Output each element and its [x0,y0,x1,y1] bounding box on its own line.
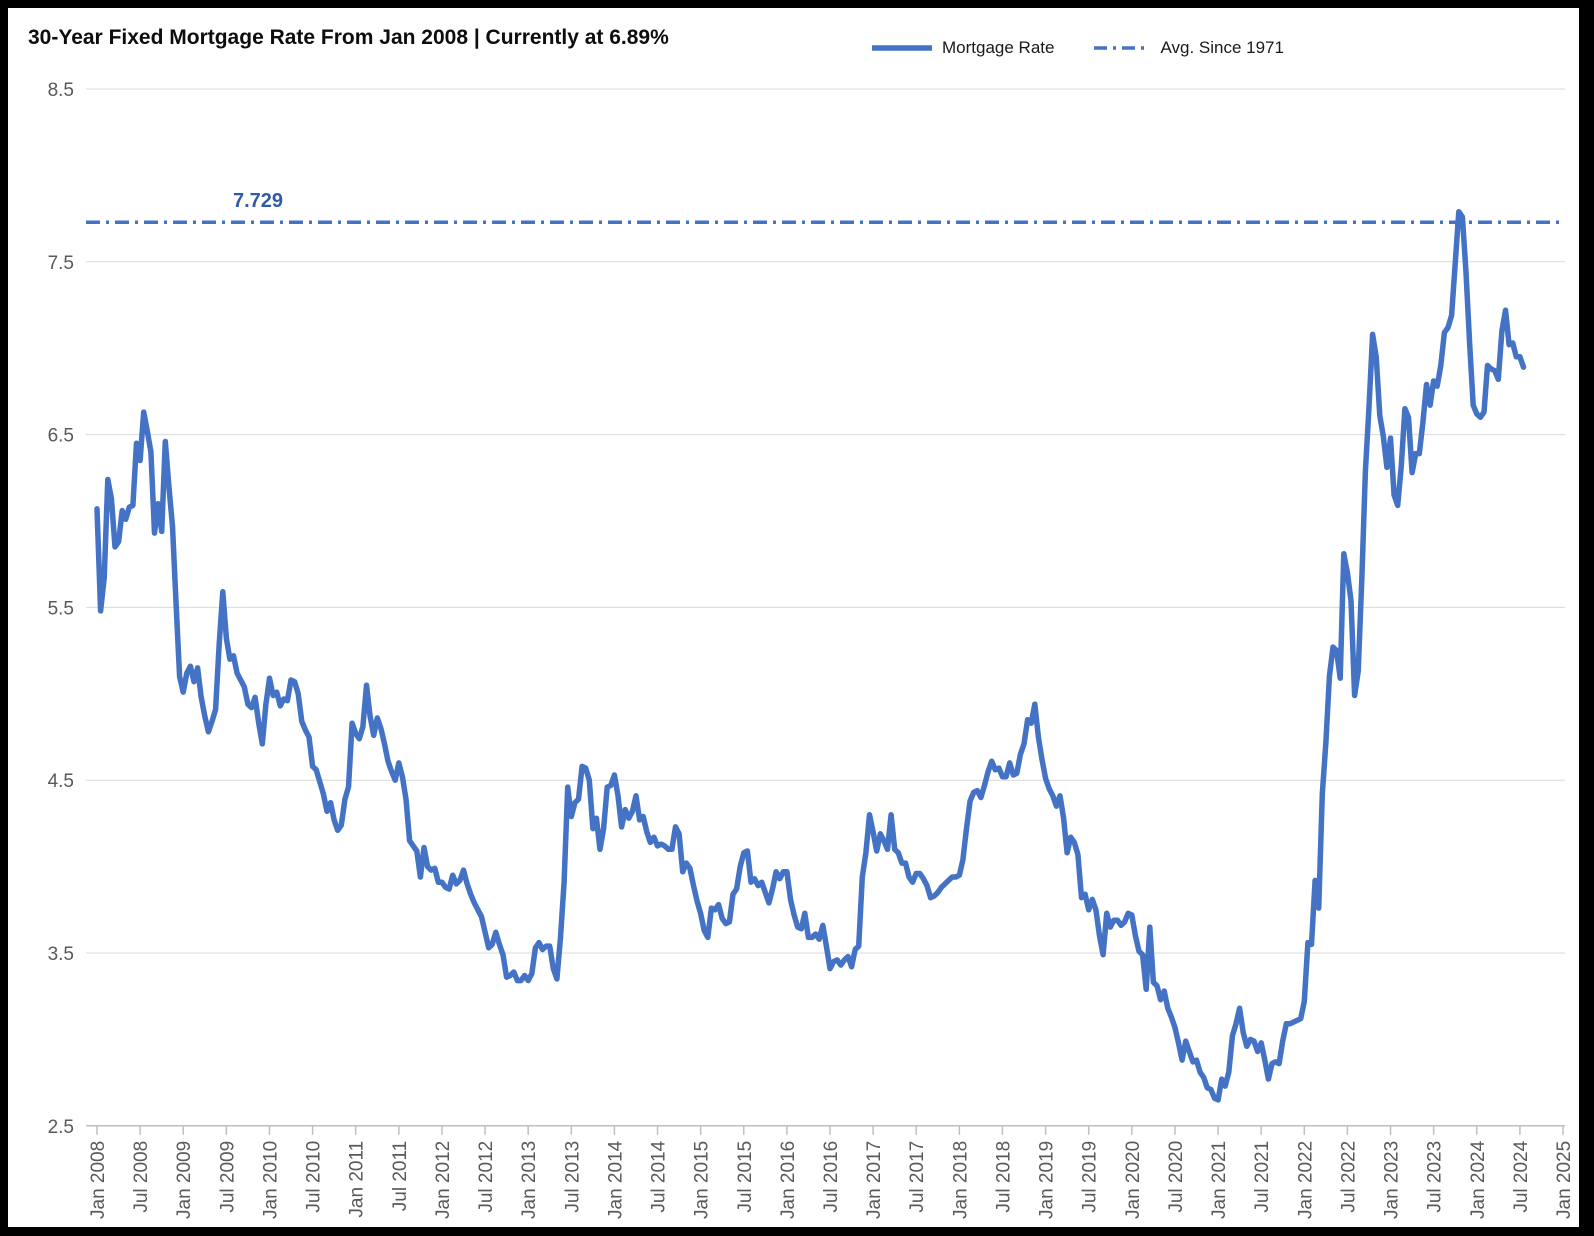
y-axis-label: 4.5 [48,771,74,792]
x-axis-label: Jul 2013 [562,1141,583,1213]
x-axis-label: Jan 2025 [1554,1141,1575,1219]
y-axis-label: 7.5 [48,253,74,274]
x-axis-label: Jul 2016 [821,1141,842,1213]
x-axis-label: Jan 2012 [433,1141,454,1219]
x-axis-label: Jan 2021 [1209,1141,1230,1219]
x-axis-label: Jan 2022 [1295,1141,1316,1219]
x-axis-label: Jan 2008 [88,1141,109,1219]
x-axis-label: Jul 2018 [993,1141,1014,1213]
y-axis-label: 2.5 [48,1117,74,1138]
x-axis-label: Jan 2009 [174,1141,195,1219]
y-axis-label: 3.5 [48,944,74,965]
x-axis-label: Jul 2008 [131,1141,152,1213]
x-axis-label: Jan 2014 [605,1140,626,1219]
x-axis-label: Jan 2010 [260,1141,281,1219]
legend-label-mortgage-rate: Mortgage Rate [942,38,1055,57]
x-axis-label: Jan 2011 [347,1141,368,1218]
x-axis-label: Jul 2022 [1338,1141,1359,1213]
x-axis-label: Jan 2020 [1123,1141,1144,1219]
x-axis-label: Jul 2021 [1252,1141,1273,1213]
x-axis-label: Jan 2024 [1468,1140,1489,1219]
x-axis-label: Jul 2015 [735,1141,756,1213]
legend-item-mortgage-rate: Mortgage Rate [872,38,1054,58]
x-axis-label: Jan 2023 [1382,1141,1403,1219]
dash-dot-line-swatch-icon [1094,46,1151,50]
x-axis-label: Jul 2009 [217,1141,238,1213]
frame-border-top [0,0,1594,8]
x-axis-label: Jul 2024 [1511,1140,1532,1212]
x-axis-label: Jan 2013 [519,1141,540,1219]
solid-line-swatch-icon [872,45,932,51]
frame-border-bottom [0,1227,1594,1236]
legend: Mortgage Rate Avg. Since 1971 [872,38,1284,58]
x-axis-label: Jul 2011 [390,1141,411,1211]
y-axis-label: 5.5 [48,598,74,619]
x-axis-label: Jul 2019 [1080,1141,1101,1213]
x-axis-label: Jan 2017 [864,1141,885,1219]
x-axis-label: Jul 2017 [907,1141,928,1213]
x-axis-label: Jan 2016 [778,1141,799,1219]
x-axis-label: Jan 2018 [950,1141,971,1219]
x-axis-label: Jul 2012 [476,1141,497,1213]
legend-label-avg-since-1971: Avg. Since 1971 [1160,38,1284,57]
x-axis-label: Jan 2015 [692,1141,713,1219]
avg-value-label: 7.729 [232,190,284,212]
frame-border-right [1579,0,1594,1236]
legend-item-avg-since-1971: Avg. Since 1971 [1094,38,1284,58]
x-axis-label: Jul 2010 [304,1141,325,1213]
x-axis-label: Jul 2023 [1425,1141,1446,1213]
mortgage-rate-line [94,208,1527,1103]
x-axis-label: Jan 2019 [1037,1141,1058,1219]
x-axis-label: Jul 2020 [1166,1141,1187,1213]
y-axis-label: 6.5 [48,426,74,447]
frame-border-left [0,0,8,1236]
y-axis-label: 8.5 [48,80,74,101]
x-axis-label: Jul 2014 [649,1140,670,1212]
chart-title: 30-Year Fixed Mortgage Rate From Jan 200… [28,26,669,49]
